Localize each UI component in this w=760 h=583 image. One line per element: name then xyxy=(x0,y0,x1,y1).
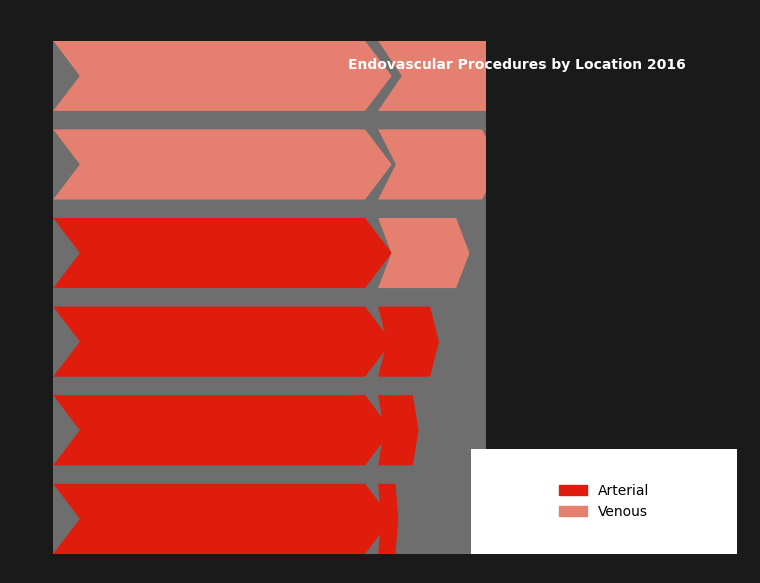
Text: Endovascular Procedures by Location 2016: Endovascular Procedures by Location 2016 xyxy=(348,58,686,72)
Polygon shape xyxy=(378,307,439,377)
Polygon shape xyxy=(378,218,470,288)
Polygon shape xyxy=(378,395,419,465)
Polygon shape xyxy=(53,395,391,465)
Polygon shape xyxy=(378,484,398,554)
Polygon shape xyxy=(53,484,391,554)
Polygon shape xyxy=(378,41,540,111)
Polygon shape xyxy=(53,307,391,377)
Polygon shape xyxy=(53,41,391,111)
Legend: Arterial, Venous: Arterial, Venous xyxy=(553,479,655,524)
Polygon shape xyxy=(378,129,500,199)
Polygon shape xyxy=(53,129,391,199)
Polygon shape xyxy=(53,218,391,288)
